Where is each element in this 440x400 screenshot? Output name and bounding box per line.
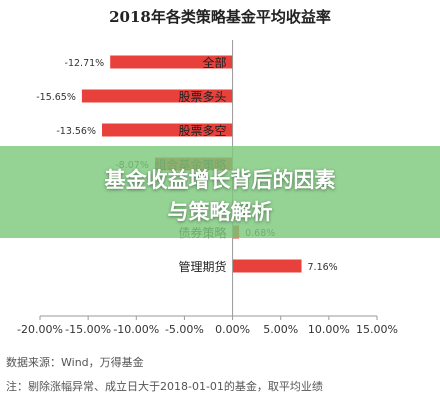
value-label: -12.71% [65, 58, 105, 69]
category-label: 管理期货 [179, 259, 227, 274]
value-label: 7.16% [308, 262, 338, 273]
category-label: 股票多空 [179, 124, 227, 138]
x-tick-label: -10.00% [113, 323, 159, 336]
x-tick-label: 10.00% [308, 323, 350, 336]
bar [81, 89, 233, 103]
x-tick-label: 5.00% [263, 323, 298, 336]
value-label: -13.56% [56, 126, 96, 137]
x-tick-label: -5.00% [165, 323, 204, 336]
x-tick-label: 15.00% [356, 323, 398, 336]
x-tick-label: 0.00% [215, 323, 250, 336]
overlay-subheadline: 与策略解析 [167, 200, 273, 224]
category-label: 股票多头 [179, 90, 227, 104]
bar [232, 259, 302, 273]
category-label: 全部 [203, 55, 227, 70]
overlay-banner: 基金收益增长背后的因素 与策略解析 [0, 146, 440, 238]
chart-title: 2018年各类策略基金平均收益率 [109, 8, 331, 26]
x-tick-label: -15.00% [65, 323, 111, 336]
bar [110, 55, 233, 69]
data-source-note: 数据来源：Wind，万得基金 [6, 356, 144, 369]
value-label: -15.65% [36, 92, 76, 103]
overlay-headline: 基金收益增长背后的因素 [104, 168, 336, 192]
footnote: 注：剔除涨幅异常、成立日大于2018-01-01的基金，取平均业绩 [6, 380, 323, 393]
bar [102, 123, 233, 137]
x-tick-label: -20.00% [17, 323, 63, 336]
x-axis: -20.00% -15.00% -10.00% -5.00% 0.00% 5.00% 10.… [17, 40, 398, 336]
